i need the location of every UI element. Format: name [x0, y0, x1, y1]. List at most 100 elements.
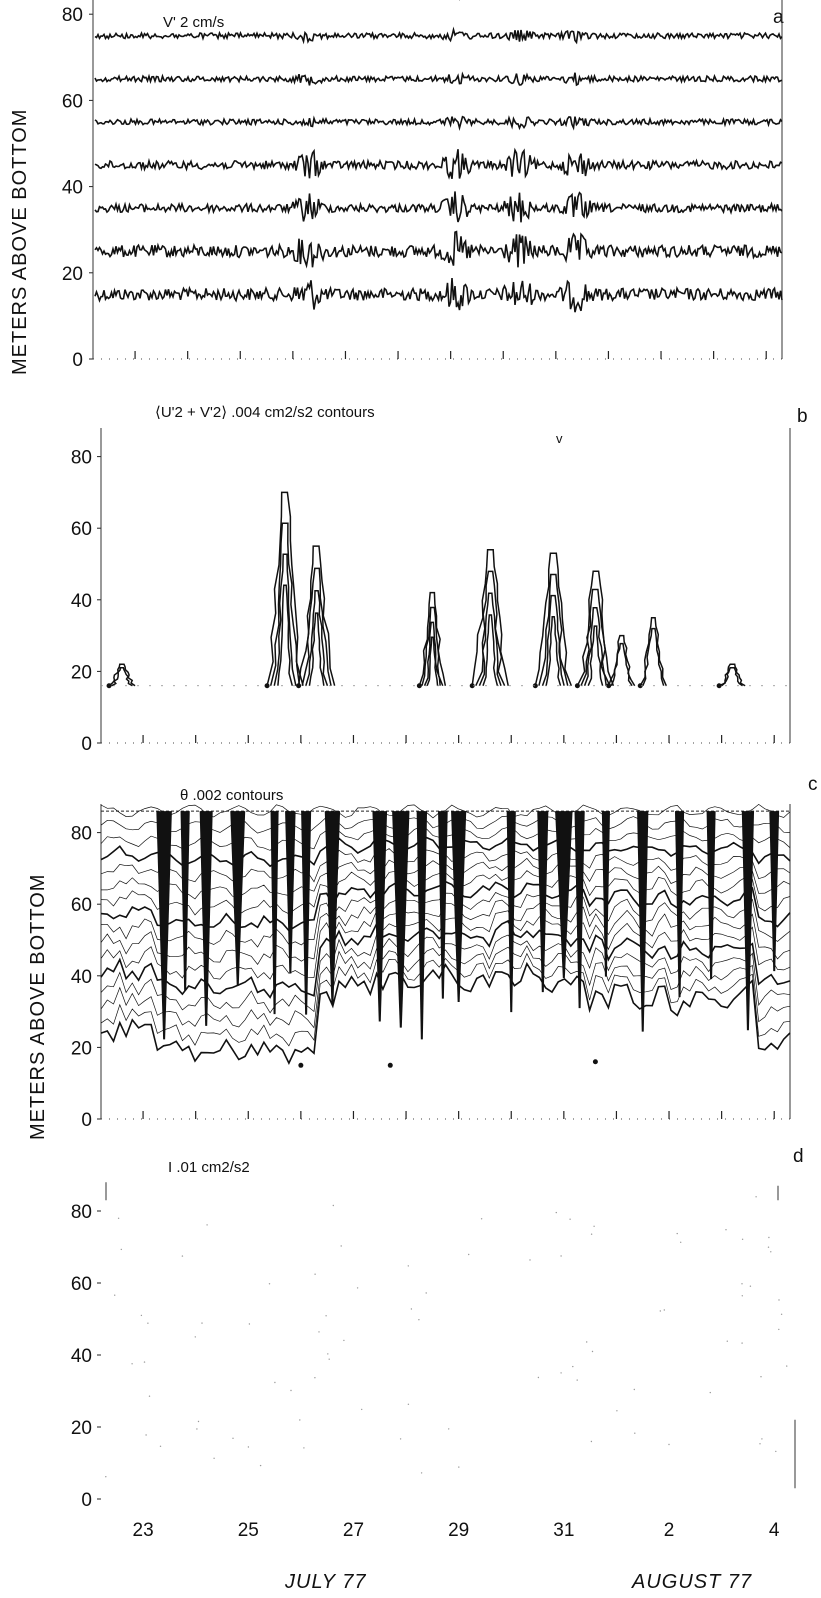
- faint-data-point: [529, 1259, 531, 1261]
- energy-contour: [305, 590, 329, 686]
- temperature-front: [438, 811, 448, 999]
- x-tick-label: 27: [343, 1520, 364, 1541]
- faint-data-point: [593, 1225, 595, 1228]
- faint-data-point: [361, 1408, 363, 1411]
- faint-data-point: [767, 1246, 770, 1248]
- energy-contour: [583, 607, 607, 686]
- faint-data-point: [268, 1283, 271, 1285]
- contour-base-dot: [264, 683, 270, 689]
- velocity-trace: [94, 71, 783, 87]
- x-tick-label: 23: [133, 1520, 154, 1541]
- temperature-contour: [100, 952, 791, 1047]
- temperature-front: [601, 811, 610, 977]
- energy-contour: [471, 548, 509, 686]
- velocity-trace: [94, 277, 783, 313]
- faint-data-point: [590, 1440, 593, 1443]
- faint-data-point: [114, 1294, 116, 1296]
- faint-data-point: [659, 1310, 661, 1312]
- energy-contour: [111, 666, 133, 687]
- contour-base-dot: [606, 683, 612, 689]
- energy-contour: [277, 584, 294, 686]
- faint-data-point: [332, 1204, 334, 1207]
- panel-c-ytick-label: 40: [71, 967, 92, 988]
- faint-data-point: [407, 1403, 410, 1406]
- panel-d: I .01 cm2/s2 d 0 20 40 60 80 23 25 27 29 31 2 4 JU…: [71, 1146, 804, 1593]
- panel-a-ytick-label: 20: [62, 264, 83, 285]
- faint-data-point: [726, 1340, 728, 1342]
- faint-data-point: [634, 1432, 636, 1434]
- faint-data-point: [775, 1450, 777, 1453]
- panel-d-ytick-label: 0: [81, 1490, 92, 1511]
- faint-data-point: [201, 1322, 203, 1324]
- energy-contour: [482, 614, 499, 686]
- faint-data-point: [537, 1376, 540, 1379]
- temperature-front: [199, 811, 213, 1026]
- panel-a-ytick-label: 40: [62, 178, 83, 199]
- faint-data-point: [159, 1445, 162, 1448]
- temperature-front: [574, 811, 585, 1009]
- energy-contour: [108, 663, 136, 687]
- energy-contour: [610, 642, 633, 687]
- faint-data-point: [560, 1255, 562, 1257]
- faint-data-point: [314, 1377, 316, 1379]
- temperature-front: [416, 811, 428, 1040]
- energy-contour: [639, 616, 667, 687]
- panel-c: θ .002 contours c METERS ABOVE BOTTOM 0 2…: [27, 774, 818, 1140]
- faint-data-point: [560, 1372, 562, 1374]
- temperature-contour: [100, 961, 791, 1065]
- panel-c-ytick-label: 0: [81, 1110, 92, 1131]
- contour-base-dot: [532, 683, 538, 689]
- faint-data-point: [290, 1389, 292, 1392]
- faint-data-point: [591, 1350, 594, 1353]
- contour-base-dot: [416, 683, 422, 689]
- faint-data-point: [303, 1447, 305, 1449]
- faint-data-point: [586, 1341, 588, 1343]
- faint-data-point: [741, 1283, 743, 1285]
- contour-base-dot: [574, 683, 580, 689]
- faint-data-point: [197, 1420, 200, 1423]
- faint-data-point: [676, 1232, 678, 1235]
- faint-data-point: [576, 1379, 578, 1381]
- faint-data-point: [761, 1438, 763, 1440]
- panel-d-letter: d: [793, 1146, 804, 1167]
- energy-contour: [297, 545, 336, 686]
- faint-data-point: [420, 1472, 423, 1474]
- faint-data-point: [778, 1299, 780, 1301]
- faint-data-point: [356, 1287, 359, 1289]
- faint-data-point: [680, 1241, 682, 1244]
- temperature-front: [506, 811, 516, 1013]
- faint-data-point: [780, 1313, 783, 1316]
- temperature-front: [392, 811, 410, 1028]
- panel-a-ytick-label: 60: [62, 91, 83, 112]
- temperature-front: [180, 811, 190, 991]
- faint-data-point: [117, 1217, 120, 1220]
- faint-data-point: [325, 1315, 327, 1317]
- temperature-front: [741, 811, 755, 1031]
- panel-a-ytick-label: 80: [62, 5, 83, 26]
- faint-data-point: [131, 1363, 133, 1365]
- temperature-front: [301, 811, 312, 1015]
- panel-b: ⟨U'2 + V'2⟩ .004 cm2/s2 contours b v 0 20…: [71, 404, 808, 755]
- faint-data-point: [590, 1233, 593, 1235]
- faint-data-point: [755, 1196, 757, 1198]
- faint-data-point: [725, 1229, 727, 1231]
- energy-contour: [642, 627, 665, 686]
- panel-c-letter: c: [808, 774, 818, 795]
- faint-data-point: [709, 1391, 711, 1394]
- energy-contour: [418, 591, 447, 686]
- faint-data-point: [299, 1419, 301, 1421]
- temperature-contour: [100, 919, 791, 999]
- contour-base-dot: [387, 1062, 393, 1068]
- energy-contour: [587, 625, 604, 687]
- temperature-front: [372, 811, 388, 1022]
- energy-contour: [426, 636, 439, 686]
- panel-b-marker: v: [556, 431, 563, 446]
- panel-d-ytick-label: 40: [71, 1346, 92, 1367]
- faint-data-point: [759, 1443, 761, 1445]
- faint-data-point: [741, 1238, 744, 1241]
- energy-contour: [545, 616, 562, 686]
- panel-d-ytick-label: 60: [71, 1274, 92, 1295]
- panel-a-ylabel: METERS ABOVE BOTTOM: [9, 109, 31, 375]
- contour-base-dot: [106, 683, 112, 689]
